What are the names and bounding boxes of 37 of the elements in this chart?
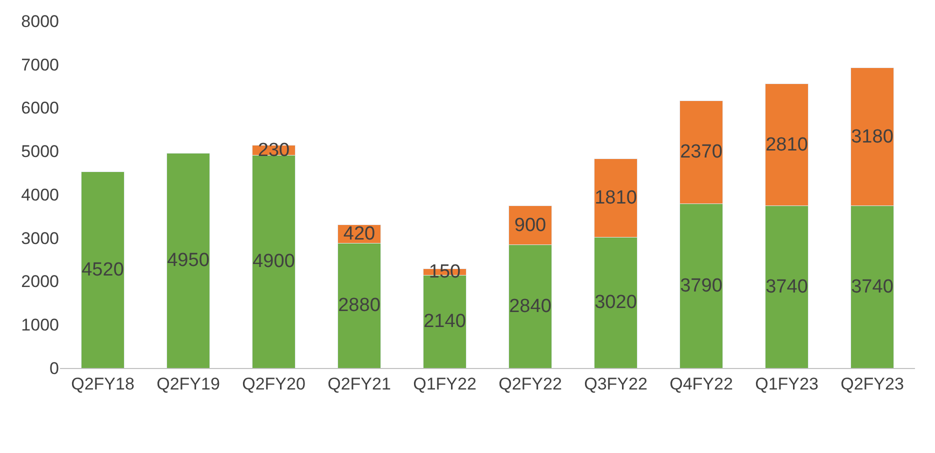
y-tick-label: 4000 (21, 185, 59, 204)
data-label: 420 (343, 223, 376, 244)
bar (166, 153, 210, 368)
x-tick-label: Q3FY22 (584, 374, 648, 394)
x-tick-label: Q2FY18 (71, 374, 134, 394)
x-tick-label: Q4FY22 (670, 374, 733, 394)
data-label: 3020 (594, 292, 637, 314)
x-tick-label: Q1FY22 (413, 374, 476, 394)
data-label: 2880 (338, 295, 380, 316)
data-label: 900 (514, 214, 546, 236)
data-label: 3790 (680, 275, 722, 296)
y-tick-label: 5000 (21, 142, 59, 162)
y-tick-label: 8000 (21, 12, 59, 31)
y-tick-label: 0 (50, 358, 59, 378)
data-label: 2140 (424, 311, 466, 332)
data-label: 2840 (509, 296, 552, 317)
data-label: 2370 (680, 142, 722, 163)
y-tick-label: 7000 (21, 55, 59, 74)
x-tick-label: Q2FY21 (328, 374, 391, 394)
y-tick-label: 1000 (21, 316, 59, 335)
x-tick-label: Q2FY19 (156, 374, 220, 394)
data-label: 4520 (82, 259, 124, 280)
data-label: 1810 (594, 187, 637, 208)
y-tick-label: 2000 (21, 272, 59, 292)
x-tick-label: Q1FY23 (755, 374, 818, 394)
y-tick-label: 3000 (21, 228, 59, 248)
data-label: 3180 (851, 126, 894, 148)
y-tick-label: 6000 (21, 98, 59, 118)
data-label: 3740 (766, 276, 808, 298)
x-tick-label: Q2FY20 (242, 374, 306, 394)
bar (81, 172, 124, 368)
data-label: 2810 (766, 134, 808, 156)
data-label: 4950 (167, 250, 210, 272)
x-tick-label: Q2FY23 (840, 374, 904, 394)
data-label: 4900 (252, 251, 295, 272)
x-tick-label: Q2FY22 (498, 374, 562, 394)
data-label: 3740 (851, 276, 894, 298)
